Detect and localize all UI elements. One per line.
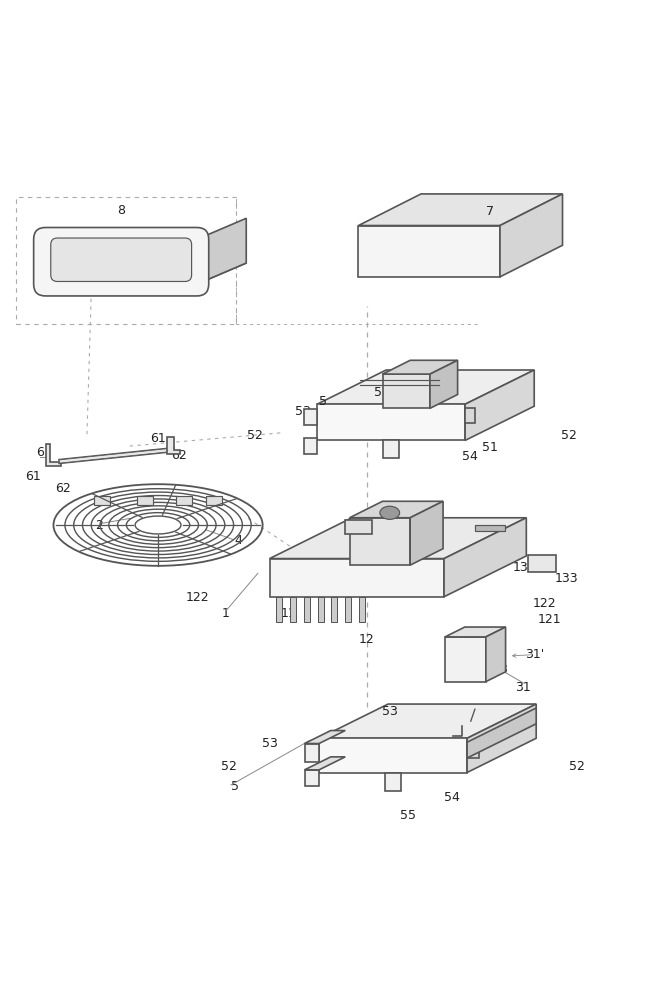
Text: 62: 62: [171, 449, 187, 462]
Bar: [206, 496, 222, 505]
Text: 31: 31: [516, 681, 531, 694]
Polygon shape: [358, 194, 563, 226]
Polygon shape: [345, 520, 371, 534]
Text: 5: 5: [231, 780, 239, 793]
Polygon shape: [317, 404, 465, 440]
Bar: [304, 597, 310, 622]
Polygon shape: [46, 444, 61, 466]
Text: 53: 53: [382, 705, 398, 718]
Polygon shape: [445, 627, 506, 637]
Text: 131: 131: [513, 561, 537, 574]
Polygon shape: [465, 370, 534, 440]
Polygon shape: [319, 704, 536, 738]
Polygon shape: [430, 360, 457, 408]
Polygon shape: [270, 518, 526, 559]
Polygon shape: [383, 374, 430, 408]
Text: 132: 132: [381, 523, 405, 536]
Polygon shape: [270, 559, 444, 597]
Text: 8: 8: [117, 204, 125, 217]
Polygon shape: [385, 773, 401, 791]
Bar: [331, 597, 337, 622]
Text: 2: 2: [95, 519, 102, 532]
Polygon shape: [465, 408, 475, 423]
Bar: [475, 525, 505, 531]
Text: 13: 13: [466, 545, 482, 558]
Text: 55: 55: [400, 809, 416, 822]
Bar: [137, 496, 153, 505]
Text: 52: 52: [569, 760, 585, 773]
Text: 52: 52: [561, 429, 576, 442]
Text: 52: 52: [247, 429, 262, 442]
Text: 7: 7: [486, 205, 494, 218]
Polygon shape: [445, 637, 486, 682]
Text: 12: 12: [359, 633, 375, 646]
Text: 1: 1: [221, 607, 229, 620]
Polygon shape: [317, 370, 534, 404]
Text: 6: 6: [36, 446, 44, 459]
Polygon shape: [304, 409, 317, 425]
Text: 51: 51: [482, 441, 498, 454]
Text: 54: 54: [462, 450, 478, 463]
Ellipse shape: [380, 506, 400, 519]
Polygon shape: [358, 226, 500, 277]
Bar: [176, 496, 192, 505]
Text: 122: 122: [533, 597, 557, 610]
Polygon shape: [383, 440, 399, 458]
Polygon shape: [383, 360, 457, 374]
Polygon shape: [197, 218, 247, 284]
Polygon shape: [46, 263, 247, 284]
Text: 53: 53: [374, 386, 390, 399]
Polygon shape: [350, 501, 443, 518]
Polygon shape: [304, 438, 317, 454]
Bar: [276, 597, 282, 622]
Polygon shape: [305, 731, 345, 744]
Polygon shape: [350, 518, 410, 565]
Bar: [318, 597, 324, 622]
FancyBboxPatch shape: [34, 227, 209, 296]
Polygon shape: [444, 518, 526, 597]
Text: 55': 55': [392, 374, 411, 387]
Polygon shape: [59, 448, 174, 463]
Text: 31': 31': [525, 648, 544, 661]
Text: 52: 52: [221, 760, 237, 773]
Text: 3: 3: [499, 663, 507, 676]
Polygon shape: [305, 744, 319, 762]
Polygon shape: [467, 708, 536, 758]
Bar: [16, 197, 237, 324]
Polygon shape: [527, 555, 556, 572]
Polygon shape: [467, 704, 536, 773]
Text: 62: 62: [55, 482, 71, 495]
Text: 53: 53: [262, 737, 278, 750]
Text: 11: 11: [280, 607, 296, 620]
Text: 121: 121: [537, 613, 561, 626]
Polygon shape: [467, 742, 479, 758]
Bar: [290, 597, 296, 622]
Bar: [345, 597, 351, 622]
Polygon shape: [486, 627, 506, 682]
Text: 133: 133: [555, 572, 578, 585]
Polygon shape: [305, 757, 345, 770]
Text: 61: 61: [25, 470, 41, 483]
Text: 122: 122: [186, 591, 210, 604]
Text: 61: 61: [150, 432, 166, 445]
FancyBboxPatch shape: [51, 238, 192, 281]
Text: 54: 54: [444, 791, 460, 804]
Polygon shape: [167, 437, 180, 454]
Bar: [95, 496, 110, 505]
Polygon shape: [319, 738, 467, 773]
Text: 4: 4: [235, 534, 243, 547]
Polygon shape: [500, 194, 563, 277]
Polygon shape: [305, 770, 319, 786]
Bar: [359, 597, 365, 622]
Polygon shape: [410, 501, 443, 565]
Text: 5: 5: [319, 395, 327, 408]
Text: 53: 53: [295, 405, 311, 418]
